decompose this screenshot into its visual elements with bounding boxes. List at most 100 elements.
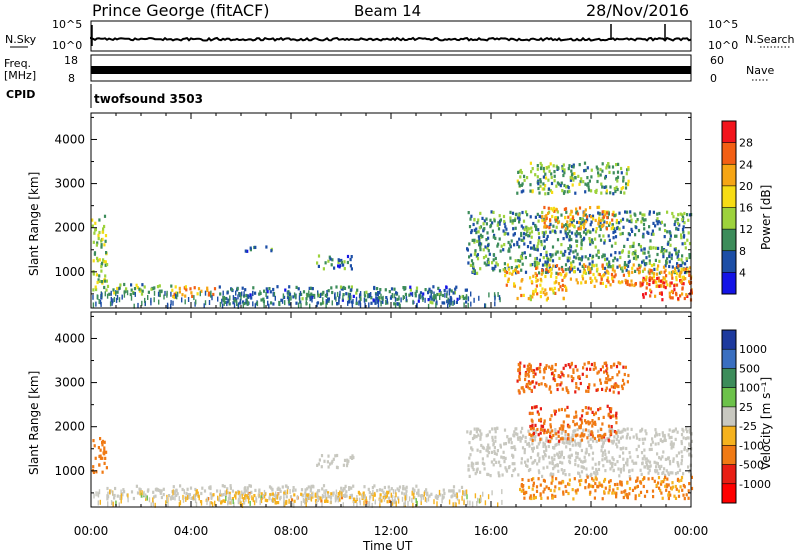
- power-cell: [324, 261, 327, 265]
- power-cell: [633, 212, 636, 216]
- power-cell: [683, 270, 687, 275]
- velocity-cell: [354, 499, 357, 504]
- power-cell: [586, 166, 589, 170]
- power-cell: [643, 247, 646, 251]
- power-cell: [574, 232, 577, 236]
- power-cell: [92, 288, 95, 292]
- power-cell: [517, 259, 520, 263]
- power-cell: [491, 221, 494, 225]
- power-cell: [583, 211, 586, 215]
- velocity-cell: [664, 473, 667, 477]
- velocity-cell: [542, 441, 545, 445]
- power-cell: [482, 222, 485, 226]
- power-cell: [612, 230, 615, 235]
- velocity-cell: [673, 494, 676, 498]
- velocity-cell: [559, 375, 562, 379]
- power-cell: [310, 292, 313, 296]
- velocity-cell: [615, 493, 618, 497]
- power-cell: [547, 165, 550, 169]
- velocity-cell: [616, 460, 619, 464]
- velocity-cell: [674, 496, 678, 500]
- power-cell: [562, 191, 566, 195]
- velocity-cell: [619, 482, 622, 486]
- velocity-cell: [617, 467, 620, 471]
- velocity-cell: [603, 477, 607, 482]
- power-cell: [550, 175, 553, 180]
- velocity-cell: [607, 413, 610, 417]
- power-cell: [612, 259, 615, 263]
- velocity-cell: [264, 498, 267, 502]
- power-cell: [507, 249, 510, 253]
- velocity-cell: [479, 435, 482, 439]
- power-cell: [651, 229, 654, 233]
- velocity-cell: [567, 491, 570, 496]
- power-cell: [535, 279, 538, 283]
- power-cell: [561, 283, 565, 287]
- velocity-cell: [643, 476, 646, 480]
- velocity-cell: [209, 492, 212, 496]
- velocity-cell: [289, 495, 293, 499]
- power-cell: [523, 174, 526, 178]
- power-cell: [244, 249, 247, 253]
- velocity-cell: [667, 493, 670, 497]
- colorbar-swatch: [722, 185, 736, 208]
- power-cell: [92, 259, 95, 263]
- velocity-cell: [471, 436, 475, 441]
- velocity-speckle: [374, 491, 376, 497]
- power-speckle: [382, 298, 384, 304]
- velocity-cell: [554, 485, 557, 489]
- power-cell: [536, 278, 539, 282]
- velocity-cell: [345, 464, 349, 468]
- velocity-cell: [672, 445, 675, 449]
- power-cell: [496, 244, 499, 248]
- power-cell: [673, 288, 676, 292]
- power-cell: [171, 288, 174, 292]
- power-cell: [681, 254, 684, 258]
- velocity-speckle: [206, 496, 209, 502]
- power-cell: [518, 220, 521, 224]
- power-cell: [542, 234, 545, 238]
- velocity-speckle: [497, 502, 499, 508]
- power-cell: [350, 285, 353, 289]
- velocity-cell: [686, 436, 689, 440]
- power-cell: [671, 270, 674, 274]
- power-cell: [181, 293, 184, 297]
- power-cell: [533, 260, 536, 264]
- velocity-cell: [680, 450, 683, 454]
- power-cell: [669, 281, 672, 285]
- velocity-cell: [503, 460, 506, 464]
- power-cell: [640, 220, 643, 224]
- velocity-cell: [222, 493, 225, 497]
- velocity-cell: [601, 422, 604, 426]
- velocity-cell: [601, 387, 604, 391]
- power-speckle: [436, 300, 438, 306]
- velocity-cell: [595, 439, 598, 444]
- power-cell: [550, 181, 554, 186]
- velocity-cell: [557, 434, 560, 438]
- power-cell: [602, 274, 605, 278]
- power-cell: [158, 289, 161, 293]
- power-cell: [657, 284, 660, 288]
- power-cell: [130, 283, 133, 287]
- power-cell: [521, 262, 524, 266]
- velocity-cell: [571, 435, 574, 439]
- power-cell: [487, 257, 490, 261]
- power-cell: [503, 269, 507, 273]
- velocity-speckle: [127, 497, 129, 503]
- power-cell: [579, 217, 582, 221]
- nave-tick-bottom: 0: [710, 72, 717, 85]
- velocity-cell: [492, 463, 495, 467]
- velocity-cell: [549, 385, 552, 389]
- power-cell: [479, 267, 482, 271]
- power-cell: [608, 170, 611, 174]
- power-speckle: [234, 297, 236, 303]
- velocity-speckle: [491, 490, 493, 496]
- velocity-cell: [624, 493, 627, 497]
- power-cell: [600, 182, 603, 186]
- power-cell: [529, 215, 532, 219]
- velocity-cell: [575, 422, 578, 426]
- velocity-cell: [673, 429, 676, 433]
- velocity-cell: [537, 469, 540, 473]
- power-cell: [572, 178, 575, 182]
- power-cell: [350, 255, 353, 259]
